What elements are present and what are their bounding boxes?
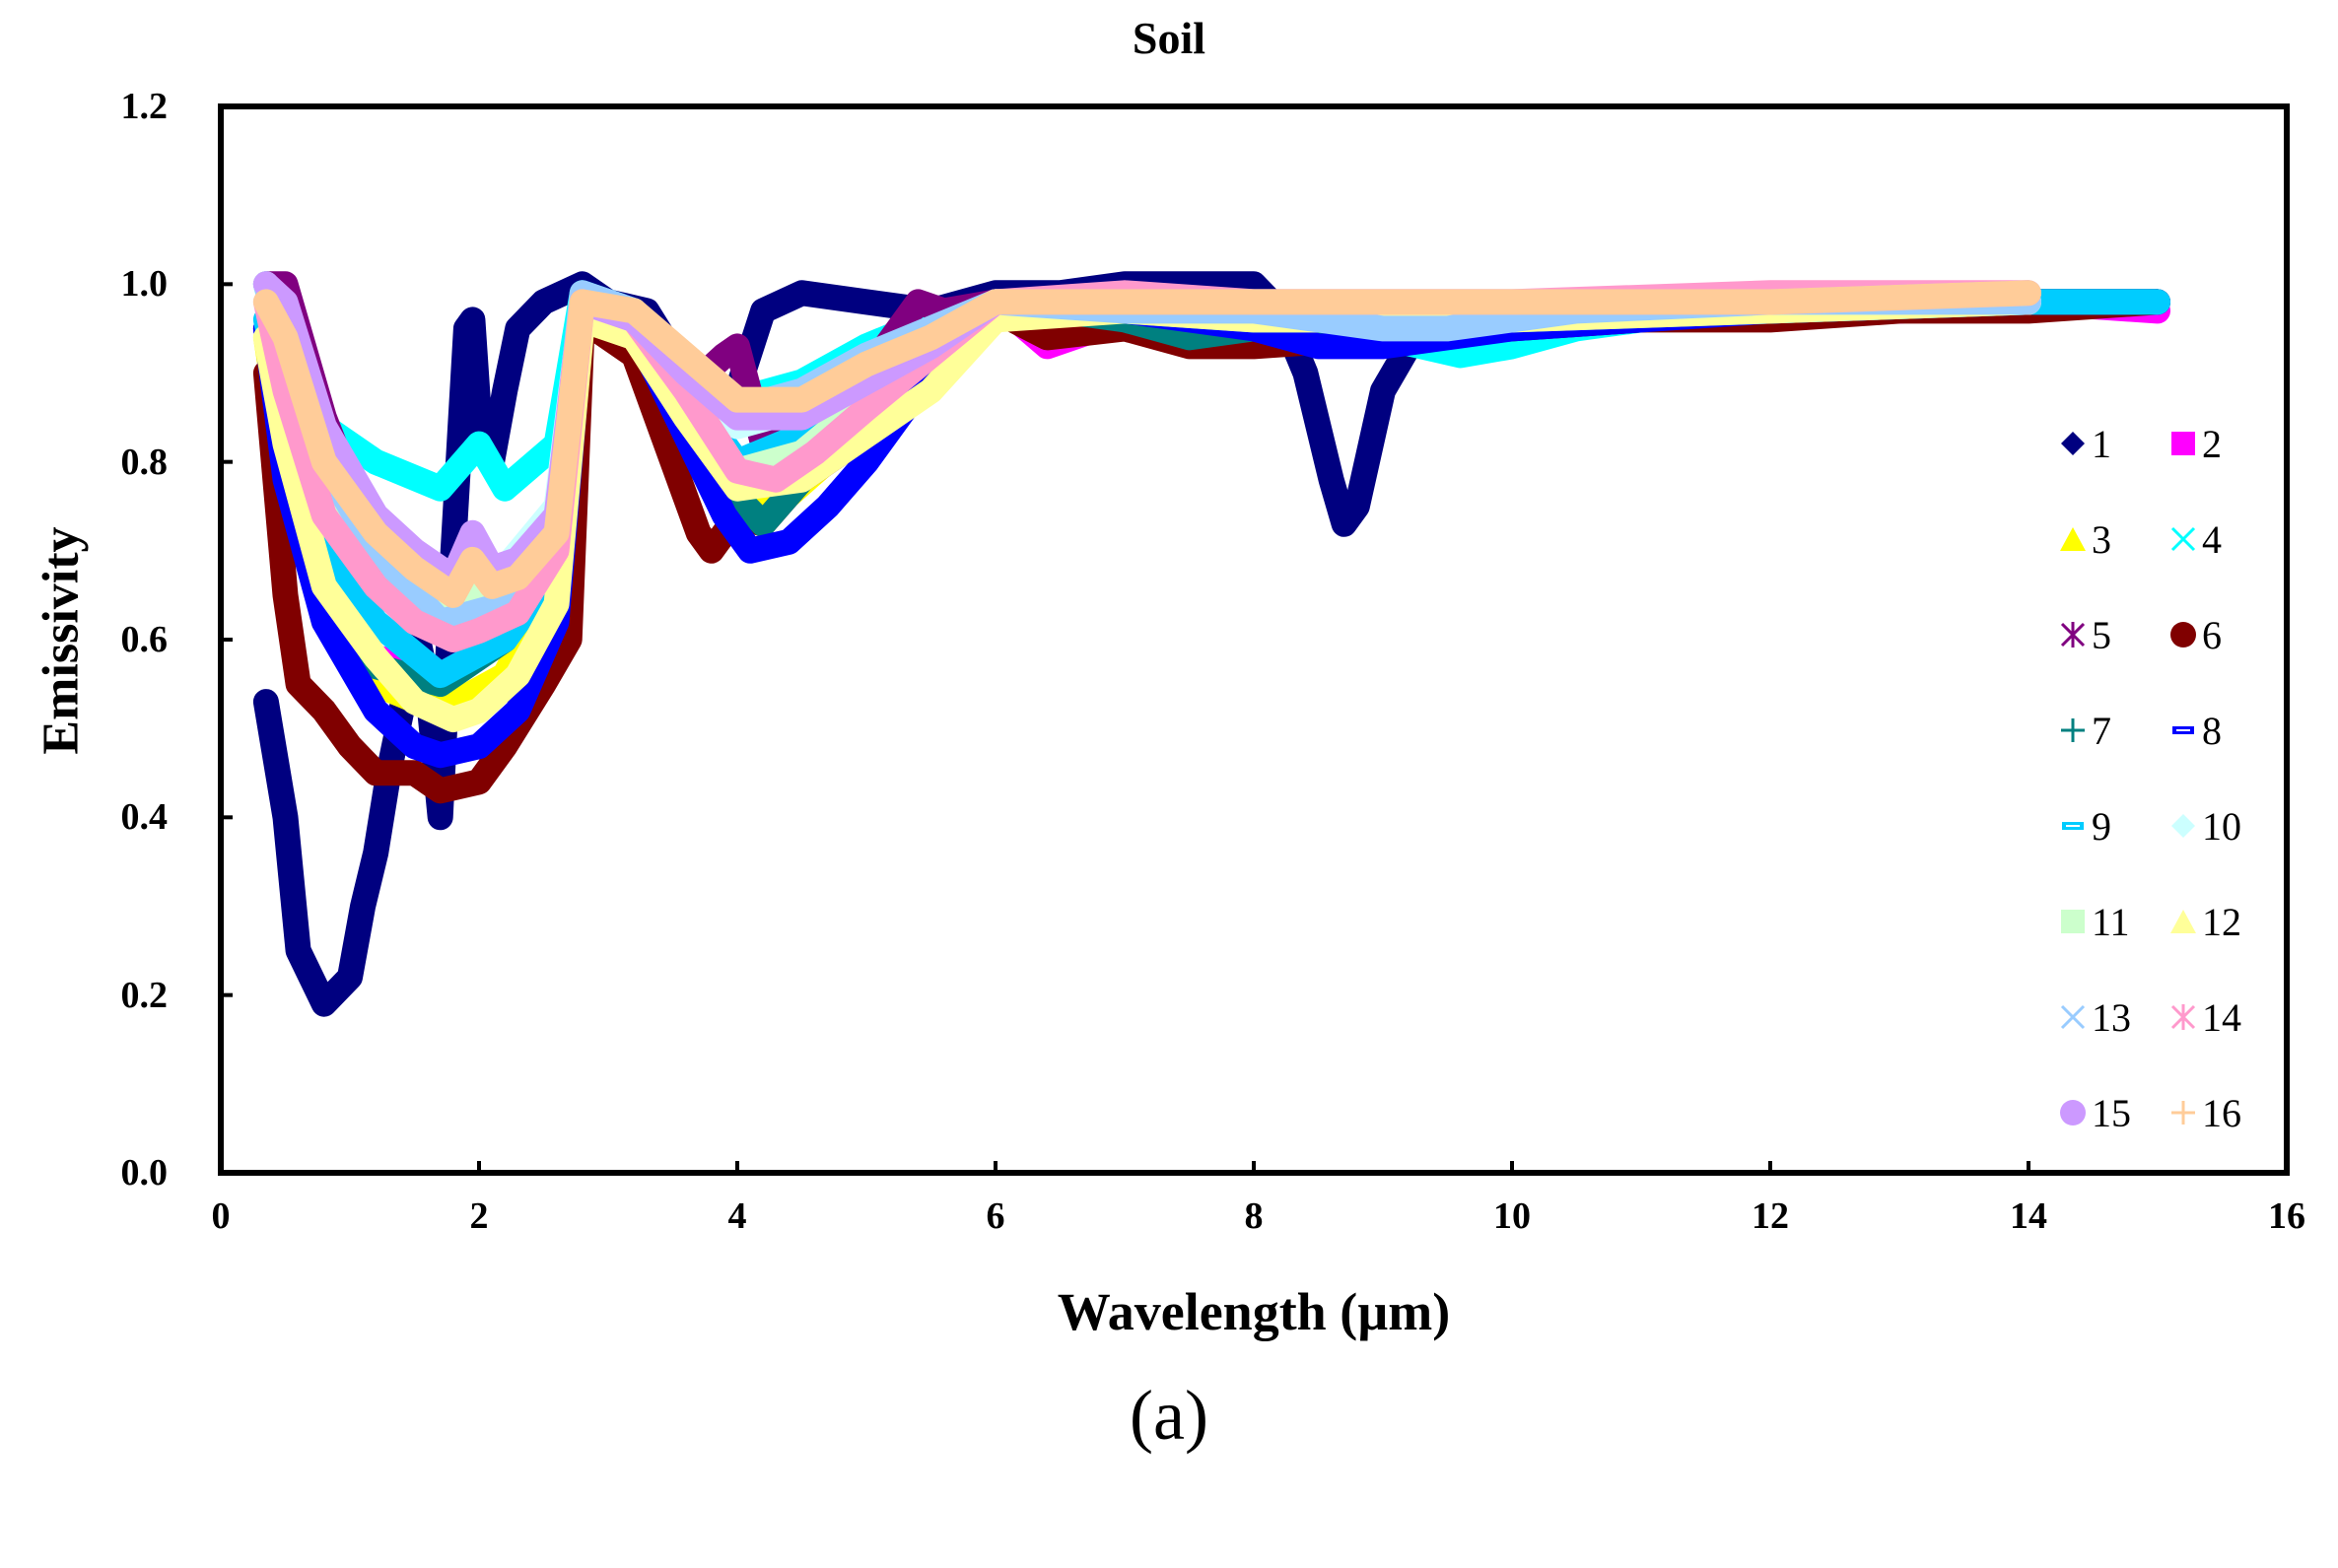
legend-item-8: 8 [2168,706,2222,755]
legend-item-3: 3 [2058,514,2111,564]
series-line-12 [252,289,2041,733]
y-tick-label: 1.2 [120,86,169,127]
legend-item-15: 15 [2058,1088,2131,1137]
x-tick-label: 10 [1493,1195,1531,1237]
legend-item-14: 14 [2168,992,2241,1042]
x-tick-label: 12 [1752,1195,1789,1237]
legend-item-1: 1 [2058,419,2111,468]
legend-item-4: 4 [2168,514,2222,564]
legend-label: 12 [2202,899,2241,944]
y-tick-label: 1.0 [120,263,169,306]
diamond-marker-icon [2171,814,2195,838]
series-lines [252,271,2170,1017]
y-tick-label: 0.0 [120,1152,169,1193]
x-tick-label: 8 [1244,1195,1264,1237]
legend-label: 13 [2092,994,2131,1040]
legend-label: 2 [2202,421,2222,466]
legend-label: 1 [2092,421,2111,466]
x-tick-label: 16 [2268,1195,2305,1237]
series-line-8 [252,289,2170,769]
legend-item-11: 11 [2058,897,2130,946]
legend-item-12: 12 [2168,897,2241,946]
dash-marker-icon [2062,822,2084,830]
chart-title: Soil [1132,13,1206,63]
legend-label: 5 [2092,612,2111,657]
triangle-marker-icon [2170,910,2196,933]
legend-item-6: 6 [2168,610,2222,659]
legend-label: 8 [2202,708,2222,753]
legend-item-16: 16 [2168,1088,2241,1137]
x-marker-icon [2170,526,2196,552]
axis-ticks [219,104,2289,1175]
diamond-marker-icon [2061,432,2085,455]
y-tick-label: 0.8 [120,441,169,483]
y-tick-label: 0.6 [120,619,169,660]
y-tick-label: 0.4 [120,796,169,839]
circle-marker-icon [2170,622,2196,648]
square-marker-icon [2171,432,2195,455]
legend-label: 16 [2202,1090,2241,1135]
legend-item-5: 5 [2058,610,2111,659]
square-marker-icon [2061,910,2085,933]
legend-label: 11 [2092,899,2130,944]
dash-marker-icon [2172,726,2194,734]
legend-item-7: 7 [2058,706,2111,755]
x-marker-icon [2060,1004,2086,1030]
legend-item-9: 9 [2058,801,2111,851]
y-tick-label: 0.2 [120,974,169,1016]
plus-marker-icon [2171,1101,2195,1125]
plus-marker-icon [2061,718,2085,742]
x-tick-label: 6 [986,1195,1005,1237]
series-line-16 [252,280,2041,608]
legend-item-13: 13 [2058,992,2131,1042]
x-tick-label: 2 [469,1195,489,1237]
x-tick-label: 4 [727,1195,747,1237]
x-tick-label: 0 [211,1195,231,1237]
legend-label: 14 [2202,994,2241,1040]
circle-marker-icon [2060,1100,2086,1125]
legend-item-2: 2 [2168,419,2222,468]
legend-label: 6 [2202,612,2222,657]
legend-label: 7 [2092,708,2111,753]
figure-caption: (a) [1130,1376,1208,1455]
triangle-marker-icon [2060,527,2086,551]
legend-label: 10 [2202,803,2241,849]
legend-label: 3 [2092,516,2111,562]
x-tick-label: 14 [2010,1195,2047,1237]
legend-label: 15 [2092,1090,2131,1135]
x-axis-label: Wavelength (µm) [1057,1282,1451,1341]
legend-label: 9 [2092,803,2111,849]
legend-label: 4 [2202,516,2222,562]
star-marker-icon [2170,1004,2196,1030]
legend-item-10: 10 [2168,801,2241,851]
star-marker-icon [2060,622,2086,648]
